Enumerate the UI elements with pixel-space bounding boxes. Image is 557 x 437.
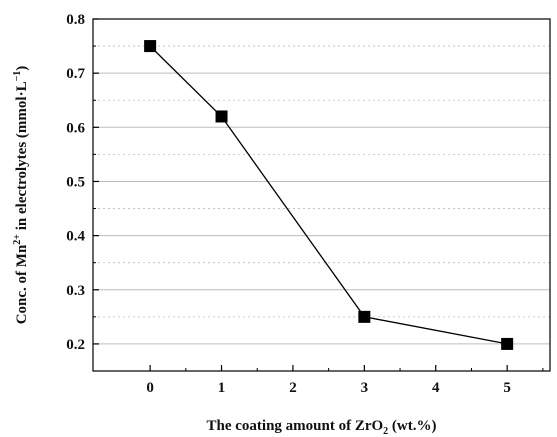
x-tick-label: 2 xyxy=(289,380,297,396)
x-tick-label: 3 xyxy=(361,380,369,396)
data-point-marker xyxy=(215,110,228,123)
tick-labels: 0.2 0.3 0.4 0.5 0.6 0.7 0.8 0 1 2 3 4 5 xyxy=(66,12,511,396)
axis-ticks xyxy=(93,18,544,371)
y-tick-label: 0.7 xyxy=(66,66,85,82)
data-point-marker xyxy=(501,337,514,350)
y-tick-label: 0.8 xyxy=(66,12,85,28)
y-tick-label: 0.4 xyxy=(66,229,85,245)
x-axis-label: The coating amount of ZrO2 (wt.%) xyxy=(207,418,437,437)
data-point-marker xyxy=(144,40,157,53)
plot-frame xyxy=(92,18,551,372)
data-point-marker xyxy=(358,310,371,323)
x-tick-label: 1 xyxy=(218,380,226,396)
series-line xyxy=(149,45,508,345)
y-axis-label: Conc. of Mn2+ in electrolytes (mmol·L−1) xyxy=(12,66,30,325)
y-tick-label: 0.5 xyxy=(66,174,85,190)
y-tick-label: 0.6 xyxy=(66,120,85,136)
y-tick-label: 0.3 xyxy=(66,283,85,299)
x-tick-label: 5 xyxy=(503,380,511,396)
x-tick-label: 0 xyxy=(146,380,154,396)
grid-lines xyxy=(93,45,550,372)
x-tick-label: 4 xyxy=(432,380,440,396)
data-markers xyxy=(144,40,514,350)
y-tick-label: 0.2 xyxy=(66,337,85,353)
